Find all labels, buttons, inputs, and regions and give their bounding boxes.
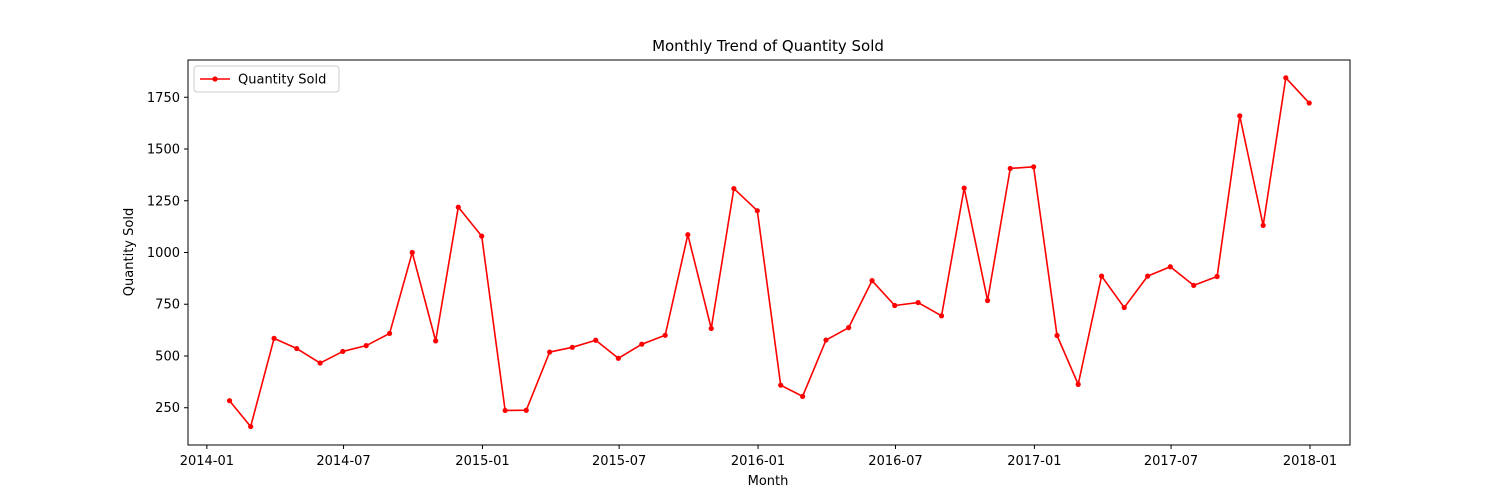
data-point <box>1237 113 1243 119</box>
legend: Quantity Sold <box>193 65 340 93</box>
data-point <box>915 299 921 306</box>
data-point <box>1145 273 1151 279</box>
data-point <box>294 345 300 352</box>
data-point <box>731 185 737 192</box>
data-point <box>639 341 645 347</box>
data-point <box>1121 304 1127 311</box>
data-point <box>1098 273 1105 279</box>
data-point <box>1054 332 1060 339</box>
data-point <box>226 398 233 404</box>
data-point <box>569 344 575 350</box>
legend-label-quantity-sold: Quantity Sold <box>238 73 326 88</box>
data-point <box>754 208 760 214</box>
data-point <box>433 338 439 344</box>
data-point <box>662 332 668 338</box>
data-point <box>502 407 508 414</box>
data-point <box>869 278 875 284</box>
series-layer <box>226 75 1312 430</box>
x-axis: 2014-01 2014-07 2015-01 2015-07 2016-01 2016-… <box>180 445 1337 469</box>
x-tick-label: 2014-01 <box>180 454 234 469</box>
data-point <box>1007 165 1013 172</box>
data-point <box>340 348 346 355</box>
data-point <box>938 313 945 319</box>
data-point <box>593 337 599 343</box>
data-point <box>984 297 991 304</box>
data-point <box>479 233 485 239</box>
data-point <box>547 349 553 355</box>
data-point <box>271 335 277 341</box>
y-axis: 250 500 750 1000 1250 1500 1750 <box>147 91 188 416</box>
data-point <box>1306 100 1312 106</box>
x-tick-label: 2017-01 <box>1007 454 1061 469</box>
y-tick-label: 750 <box>155 298 180 313</box>
x-tick-label: 2017-07 <box>1144 454 1198 469</box>
data-point <box>685 232 691 238</box>
legend-box <box>193 65 340 93</box>
data-point <box>386 330 393 337</box>
data-point <box>455 204 461 210</box>
x-tick-label: 2015-07 <box>592 454 646 469</box>
data-point <box>409 249 415 256</box>
data-point <box>363 343 369 349</box>
series-line-0 <box>228 77 1310 428</box>
data-point <box>800 393 806 399</box>
data-point <box>523 407 529 413</box>
x-axis-label: Month <box>748 474 789 489</box>
x-tick-label: 2016-07 <box>868 454 922 469</box>
data-point <box>778 382 784 388</box>
y-tick-label: 1250 <box>147 194 180 209</box>
data-point <box>1167 264 1173 270</box>
data-point <box>248 423 254 430</box>
data-point <box>1260 222 1266 228</box>
x-tick-label: 2016-01 <box>731 454 785 469</box>
legend-marker-quantity-sold <box>212 76 218 82</box>
y-tick-label: 250 <box>155 401 180 416</box>
data-point <box>823 337 829 343</box>
data-point <box>1283 75 1289 81</box>
y-tick-label: 1750 <box>147 91 180 106</box>
chart-title: Monthly Trend of Quantity Sold <box>652 37 884 55</box>
data-point <box>317 360 323 366</box>
x-tick-label: 2014-07 <box>316 454 370 469</box>
x-tick-label: 2018-01 <box>1283 454 1337 469</box>
x-tick-label: 2015-01 <box>455 454 509 469</box>
y-tick-label: 500 <box>155 349 180 364</box>
data-point <box>846 325 852 331</box>
data-point <box>615 355 621 361</box>
data-point <box>892 302 898 309</box>
data-point <box>1191 282 1197 289</box>
y-tick-label: 1000 <box>147 246 180 261</box>
data-point <box>1075 381 1081 387</box>
y-axis-label: Quantity Sold <box>122 208 137 296</box>
data-point <box>1214 273 1220 280</box>
data-point <box>961 185 967 191</box>
y-tick-label: 1500 <box>147 143 180 158</box>
data-point <box>708 325 714 332</box>
data-point <box>1031 164 1037 170</box>
